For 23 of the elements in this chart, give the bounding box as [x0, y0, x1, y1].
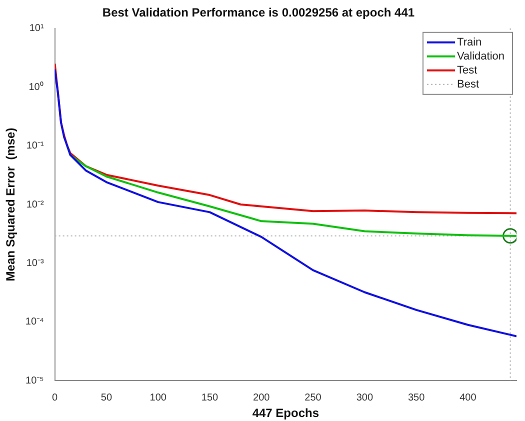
- x-tick-label: 400: [460, 392, 477, 404]
- y-tick-label: 10⁻¹: [26, 140, 44, 152]
- legend-label: Best: [457, 78, 480, 90]
- y-axis-title: Mean Squared Error (mse): [4, 128, 18, 282]
- y-tick-label: 10⁻⁵: [26, 375, 44, 386]
- x-tick-label: 200: [253, 392, 270, 404]
- x-axis-title: 447 Epochs: [252, 406, 320, 420]
- x-tick-label: 300: [356, 392, 374, 404]
- chart-title: Best Validation Performance is 0.0029256 at epoch 441: [102, 6, 415, 20]
- x-tick-label: 100: [150, 392, 167, 404]
- x-tick-label: 150: [201, 392, 219, 404]
- y-tick-label: 10¹: [29, 23, 44, 34]
- legend-label: Train: [457, 36, 482, 48]
- y-tick-label: 10⁻⁴: [25, 316, 44, 328]
- x-tick-label: 250: [304, 392, 322, 404]
- y-tick-label: 10⁻²: [26, 199, 44, 210]
- x-tick-label: 350: [408, 392, 426, 404]
- y-tick-label: 10⁻³: [26, 258, 44, 269]
- legend-label: Test: [457, 64, 478, 76]
- legend-label: Validation: [457, 50, 505, 62]
- x-tick-label: 0: [52, 392, 58, 404]
- x-tick-label: 50: [100, 392, 112, 404]
- y-tick-label: 10⁰: [28, 80, 44, 93]
